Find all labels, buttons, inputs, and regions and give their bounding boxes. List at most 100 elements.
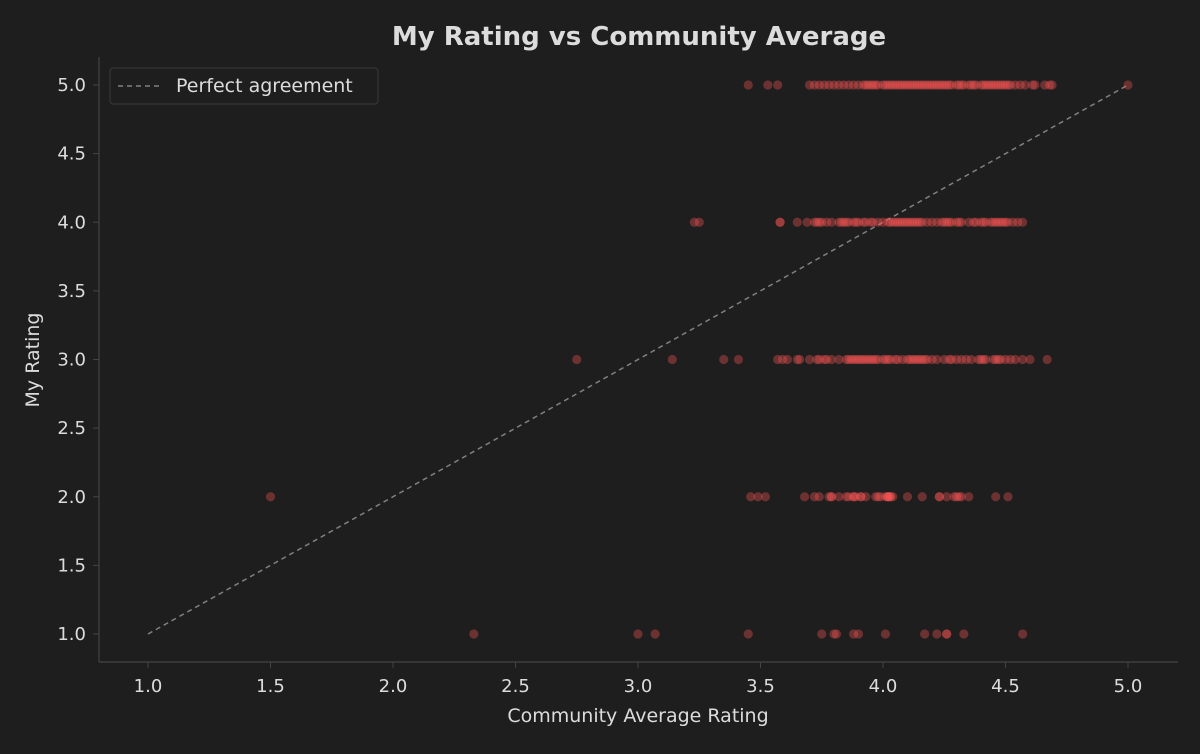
data-point <box>905 80 915 90</box>
data-point <box>956 80 967 90</box>
data-point <box>667 354 677 365</box>
data-point <box>942 80 952 90</box>
data-point <box>880 629 891 639</box>
x-tick-label: 4.0 <box>869 676 898 697</box>
data-point <box>773 80 783 90</box>
x-tick-label: 1.5 <box>256 676 285 697</box>
data-point <box>873 354 883 365</box>
data-point <box>831 629 842 639</box>
data-point <box>898 217 908 227</box>
data-point <box>795 354 805 365</box>
data-point <box>1040 80 1050 90</box>
data-point <box>991 80 1001 90</box>
data-point <box>760 492 771 502</box>
data-point <box>895 80 905 90</box>
data-point <box>885 492 895 502</box>
data-point <box>883 80 893 90</box>
data-point <box>743 629 753 639</box>
data-point <box>792 217 802 227</box>
data-point <box>814 217 824 227</box>
data-point <box>856 354 866 365</box>
data-point <box>1008 217 1018 227</box>
data-point <box>873 80 883 90</box>
data-point <box>851 354 861 365</box>
data-point <box>927 80 937 90</box>
data-point <box>993 217 1003 227</box>
data-point <box>890 354 900 365</box>
data-point <box>947 354 957 365</box>
data-point <box>907 354 918 365</box>
y-tick-label: 3.0 <box>57 350 86 371</box>
data-point <box>971 217 981 227</box>
data-point <box>841 354 851 365</box>
data-point <box>753 492 763 502</box>
data-point <box>893 354 903 365</box>
data-point <box>817 629 827 639</box>
data-point <box>996 80 1006 90</box>
data-point <box>719 354 729 365</box>
data-point <box>983 80 993 90</box>
data-point <box>841 217 851 227</box>
data-point <box>996 354 1006 365</box>
data-point <box>1030 80 1040 90</box>
data-point <box>883 354 893 365</box>
y-tick-label: 1.0 <box>57 624 86 645</box>
points-layer <box>265 80 1133 639</box>
data-point <box>922 217 932 227</box>
data-point <box>942 629 952 639</box>
data-point <box>849 492 859 502</box>
data-point <box>826 492 837 502</box>
data-point <box>858 80 869 90</box>
data-point <box>885 492 895 502</box>
data-point <box>883 217 893 227</box>
data-point <box>819 80 829 90</box>
data-point <box>834 492 844 502</box>
data-point <box>839 217 849 227</box>
data-point <box>1018 217 1028 227</box>
data-point <box>912 354 922 365</box>
data-point <box>978 217 989 227</box>
data-point <box>954 217 964 227</box>
data-point <box>871 354 881 365</box>
data-point <box>633 629 643 639</box>
data-point <box>900 80 910 90</box>
data-point <box>978 80 989 90</box>
data-point <box>1123 80 1133 90</box>
data-point <box>858 354 869 365</box>
data-point <box>996 217 1006 227</box>
data-point <box>824 492 834 502</box>
data-point <box>814 354 824 365</box>
data-point <box>849 629 859 639</box>
data-point <box>998 217 1008 227</box>
data-point <box>829 80 839 90</box>
data-point <box>924 80 935 90</box>
x-tick-label: 5.0 <box>1114 676 1143 697</box>
data-point <box>981 217 991 227</box>
data-point <box>961 354 971 365</box>
data-point <box>1042 354 1052 365</box>
data-point <box>973 354 984 365</box>
data-point <box>773 354 783 365</box>
data-point <box>844 217 854 227</box>
data-point <box>939 354 949 365</box>
data-point <box>1005 354 1016 365</box>
data-point <box>993 80 1003 90</box>
data-point <box>861 217 871 227</box>
data-point <box>893 80 903 90</box>
data-point <box>976 80 986 90</box>
perfect-agreement-line <box>147 84 1129 635</box>
data-point <box>800 492 810 502</box>
data-point <box>858 217 869 227</box>
data-point <box>469 629 479 639</box>
data-point <box>932 354 942 365</box>
data-point <box>861 492 871 502</box>
data-point <box>959 80 969 90</box>
data-point <box>944 354 954 365</box>
data-point <box>939 217 949 227</box>
data-point <box>1025 354 1035 365</box>
data-point <box>988 80 998 90</box>
data-point <box>907 217 918 227</box>
data-point <box>868 217 878 227</box>
data-point <box>834 217 844 227</box>
data-point <box>844 492 854 502</box>
